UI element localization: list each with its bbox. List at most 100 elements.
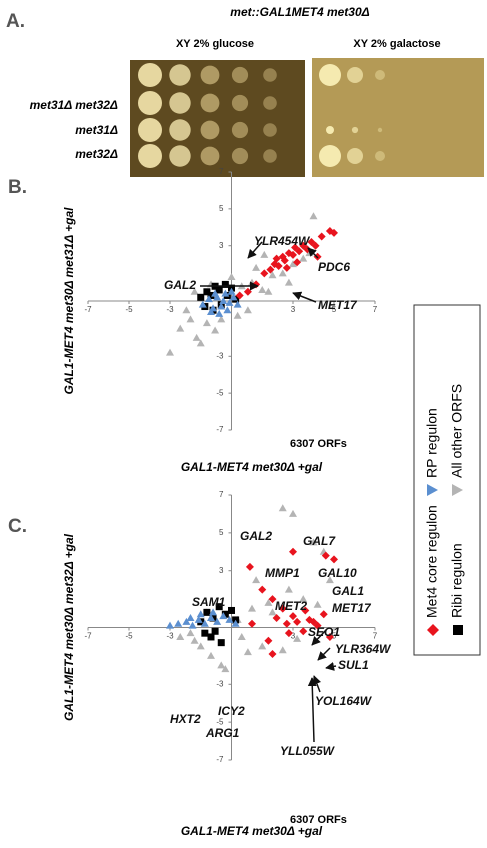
point [213, 617, 222, 625]
point [186, 614, 195, 622]
point [221, 610, 229, 618]
point [227, 273, 236, 281]
point [196, 339, 205, 347]
y-tick-label: -7 [216, 755, 224, 764]
spot [231, 147, 249, 165]
spot [347, 67, 363, 83]
point [200, 619, 209, 627]
y-tick-label: 3 [219, 241, 224, 250]
point [284, 585, 293, 593]
point [197, 293, 205, 301]
point [217, 661, 226, 669]
legend-label: Met4 core regulon [424, 505, 440, 618]
arrow [325, 661, 337, 671]
spot [263, 96, 277, 110]
point [248, 604, 256, 612]
point [295, 247, 304, 256]
point [223, 306, 232, 314]
point [196, 642, 205, 650]
y-tick-label: -3 [216, 351, 224, 360]
spot [377, 127, 383, 133]
point [217, 302, 226, 310]
point [264, 287, 273, 295]
legend-marker [427, 624, 439, 636]
panel-title: met::GAL1MET4 met30Δ [230, 5, 369, 19]
annotation: GAL10 [318, 566, 357, 580]
point [211, 627, 219, 635]
point [190, 287, 199, 295]
point [317, 232, 326, 241]
spot [375, 70, 385, 80]
y-axis-title: GAL1-MET4 met30Δ met32Δ +gal [62, 533, 76, 721]
annotation: GAL2 [240, 529, 272, 543]
x-tick-label: -3 [166, 632, 174, 641]
point [284, 629, 293, 638]
point [166, 348, 174, 356]
point [196, 610, 205, 618]
spot [263, 123, 277, 137]
point [284, 278, 293, 286]
panel-label: B. [8, 177, 27, 198]
arrow [307, 247, 319, 259]
point [192, 333, 201, 341]
annotation: YLR454W [254, 234, 311, 248]
annotation: GAL2 [164, 278, 196, 292]
point [309, 212, 318, 220]
spot [200, 146, 220, 166]
point [289, 509, 297, 517]
point [233, 300, 242, 308]
column-header: XY 2% glucose [176, 38, 254, 50]
x-tick-label: 3 [291, 632, 296, 641]
point [228, 606, 235, 614]
annotation: MET2 [275, 599, 307, 613]
point [215, 309, 224, 317]
point [176, 324, 185, 332]
point [190, 636, 199, 644]
point [268, 650, 277, 658]
point [266, 265, 275, 274]
point [204, 295, 213, 303]
point [198, 300, 207, 308]
point [229, 293, 238, 301]
point [202, 319, 211, 327]
spot [263, 68, 277, 82]
spot [138, 63, 162, 87]
point [245, 562, 254, 571]
annotation: HXT2 [170, 712, 201, 726]
point [319, 610, 328, 619]
spot [231, 94, 249, 112]
point [217, 639, 225, 647]
x-tick-label: -5 [125, 305, 133, 314]
spots [138, 63, 385, 168]
point [176, 632, 185, 640]
point [221, 289, 230, 297]
point [182, 306, 191, 314]
point [278, 504, 287, 512]
arrow [312, 675, 322, 693]
point [299, 254, 308, 262]
point [321, 551, 330, 560]
point [186, 629, 195, 637]
point [293, 634, 302, 642]
point [207, 614, 215, 622]
point [237, 632, 246, 640]
point [264, 636, 273, 645]
point [330, 228, 338, 237]
point [174, 619, 183, 627]
point [211, 289, 220, 297]
point [264, 598, 273, 606]
point [194, 615, 203, 623]
point [258, 285, 267, 293]
point [260, 269, 269, 278]
point [217, 315, 226, 323]
annotation: YLL055W [280, 744, 336, 758]
point [274, 261, 283, 270]
spot [347, 148, 363, 164]
point [278, 646, 287, 654]
panel-label: C. [8, 516, 27, 537]
point [278, 604, 287, 613]
point [182, 617, 191, 625]
spot [326, 126, 334, 134]
point [289, 260, 297, 268]
point [258, 642, 267, 650]
